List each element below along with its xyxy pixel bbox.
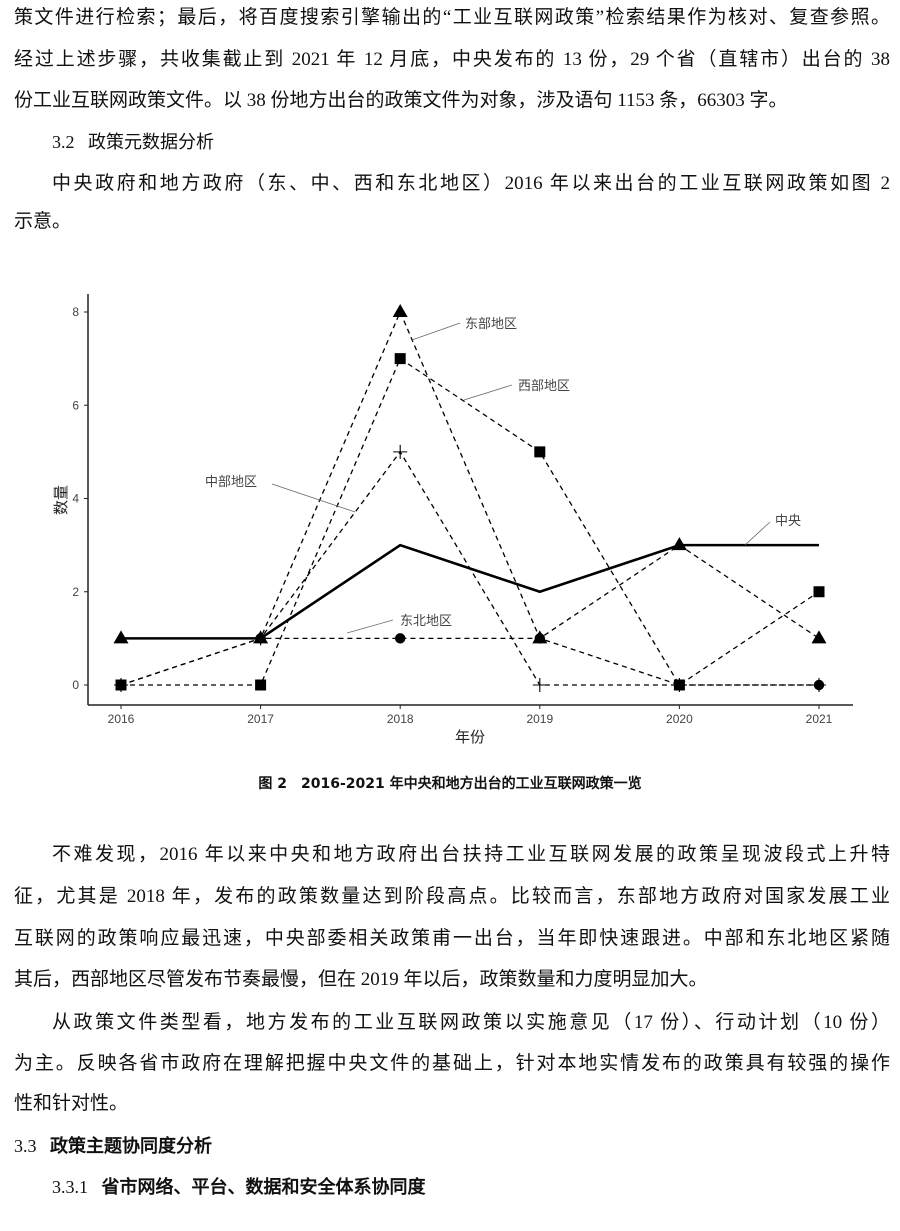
series-label: 中部地区 (205, 475, 257, 490)
series-label: 西部地区 (518, 379, 570, 394)
section-heading-3-2: 3.2 政策元数据分析 (52, 130, 214, 154)
x-tick-label: 2016 (108, 712, 135, 726)
y-tick-label: 8 (72, 305, 79, 319)
body-text-line: 示意。 (14, 211, 72, 232)
triangle-marker (392, 304, 408, 317)
leader-line (411, 322, 461, 341)
body-text-line: 征，尤其是 2018 年，发布的政策数量达到阶段高点。比较而言，东部地方政府对国… (14, 886, 890, 907)
section-number: 3.2 (52, 132, 75, 152)
section-title: 政策元数据分析 (88, 132, 214, 152)
triangle-marker (113, 630, 129, 644)
x-tick-label: 2021 (806, 712, 833, 726)
series-line (121, 310, 820, 640)
body-text-line: 性和针对性。 (14, 1093, 129, 1114)
square-marker (813, 586, 825, 598)
leader-line (463, 384, 513, 401)
series-label: 东北地区 (400, 614, 452, 629)
body-text-line: 中央政府和地方政府（东、中、西和东北地区）2016 年以来出台的工业互联网政策如… (52, 173, 890, 194)
y-axis-label: 数量 (52, 485, 70, 515)
body-text-line: 经过上述步骤，共收集截止到 2021 年 12 月底，中央发布的 13 份，29… (14, 49, 890, 70)
body-text-line: 互联网的政策响应最迅速，中央部委相关政策甫一出台，当年即快速跟进。中部和东北地区… (14, 928, 890, 949)
series-label: 中央 (775, 514, 801, 529)
body-text-line: 份工业互联网政策文件。以 38 份地方出台的政策文件为对象，涉及语句 1153 … (14, 90, 788, 111)
plus-marker (532, 678, 547, 692)
series-line (120, 637, 819, 686)
leader-line (346, 619, 394, 634)
triangle-marker (811, 630, 827, 644)
body-text-line: 策文件进行检索；最后，将百度搜索引擎输出的“工业互联网政策”检索结果作为核对、复… (14, 7, 890, 28)
body-text-line: 从政策文件类型看，地方发布的工业互联网政策以实施意见（17 份）、行动计划（10… (52, 1012, 890, 1033)
triangle-marker (671, 537, 687, 551)
body-text-line: 其后，西部地区尽管发布节奏最慢，但在 2019 年以后，政策数量和力度明显加大。 (14, 969, 708, 990)
body-text-line: 不难发现，2016 年以来中央和地方政府出台扶持工业互联网发展的政策呈现波段式上… (52, 844, 890, 865)
circle-marker (395, 633, 406, 644)
section-number: 3.3 (14, 1136, 37, 1156)
y-tick-label: 0 (72, 678, 79, 692)
figure-caption: 图 2 2016-2021 年中央和地方出台的工业互联网政策一览 (258, 776, 642, 792)
section-title: 省市网络、平台、数据和安全体系协同度 (101, 1177, 426, 1198)
x-tick-label: 2017 (247, 712, 274, 726)
x-tick-label: 2019 (526, 712, 553, 726)
circle-marker (813, 679, 825, 691)
leader-line (271, 483, 356, 513)
section-number: 3.3.1 (52, 1177, 88, 1197)
square-marker (255, 679, 267, 691)
x-tick-label: 2018 (387, 712, 414, 726)
y-tick-label: 6 (72, 398, 79, 412)
y-tick-label: 4 (72, 492, 79, 506)
x-tick-label: 2020 (666, 712, 693, 726)
leader-line (744, 521, 771, 546)
circle-marker (534, 633, 545, 644)
series-line (121, 543, 819, 640)
x-axis-label: 年份 (455, 728, 485, 746)
square-marker (534, 446, 546, 458)
series-line (121, 357, 820, 686)
square-marker (394, 353, 406, 365)
circle-marker (115, 679, 127, 691)
line-chart: 0 2 4 6 8 2016 2017 2018 2019 2020 2021 中央 东部地区西部地区中… (52, 294, 853, 746)
series-label: 东部地区 (465, 317, 517, 332)
circle-marker (255, 633, 266, 644)
section-title: 政策主题协同度分析 (50, 1136, 212, 1157)
plus-marker (393, 444, 408, 459)
section-heading-3-3-1: 3.3.1 省市网络、平台、数据和安全体系协同度 (52, 1175, 426, 1200)
body-text-line: 为主。反映各省市政府在理解把握中央文件的基础上，针对本地实情发布的政策具有较强的… (14, 1053, 890, 1074)
section-heading-3-3: 3.3 政策主题协同度分析 (14, 1134, 212, 1159)
circle-marker (674, 679, 685, 691)
y-tick-label: 2 (72, 585, 79, 599)
